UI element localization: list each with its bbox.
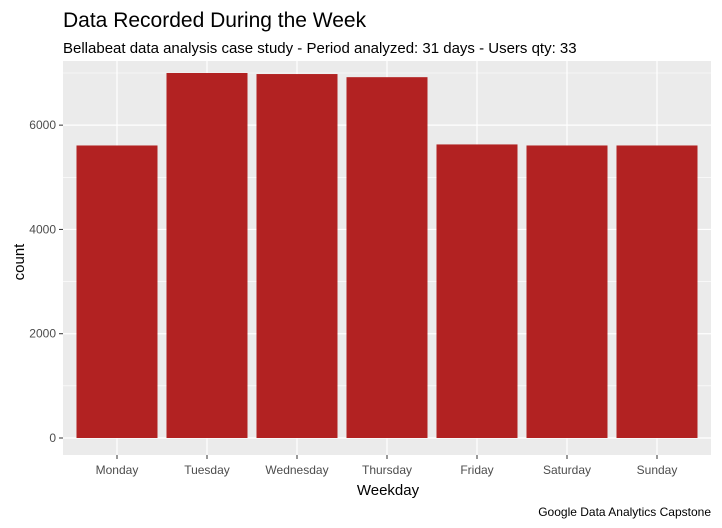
- bar-saturday: [526, 145, 608, 438]
- y-tick-label: 0: [49, 431, 56, 445]
- x-tick-label: Saturday: [543, 463, 591, 477]
- y-axis-ticks: 0 2000 4000 6000: [29, 118, 63, 445]
- x-axis-ticks: Monday Tuesday Wednesday Thursday Friday Satu…: [96, 455, 678, 477]
- bar-wednesday: [256, 74, 338, 439]
- chart-subtitle: Bellabeat data analysis case study - Per…: [63, 40, 577, 57]
- x-tick-label: Thursday: [362, 463, 412, 477]
- bars: [76, 73, 698, 439]
- chart-title: Data Recorded During the Week: [63, 9, 367, 32]
- bar-friday: [436, 144, 518, 438]
- chart-caption: Google Data Analytics Capstone: [538, 505, 711, 519]
- bar-sunday: [616, 145, 698, 438]
- x-axis-title: Weekday: [357, 482, 420, 499]
- y-axis-title: count: [11, 243, 28, 281]
- bar-tuesday: [166, 73, 248, 438]
- y-tick-label: 6000: [29, 118, 56, 132]
- x-tick-label: Friday: [460, 463, 493, 477]
- x-tick-label: Wednesday: [265, 463, 328, 477]
- y-tick-label: 4000: [29, 222, 56, 236]
- bar-monday: [76, 145, 158, 438]
- y-tick-label: 2000: [29, 327, 56, 341]
- x-tick-label: Monday: [96, 463, 139, 477]
- bar-thursday: [346, 77, 428, 439]
- x-tick-label: Tuesday: [184, 463, 230, 477]
- x-tick-label: Sunday: [637, 463, 678, 477]
